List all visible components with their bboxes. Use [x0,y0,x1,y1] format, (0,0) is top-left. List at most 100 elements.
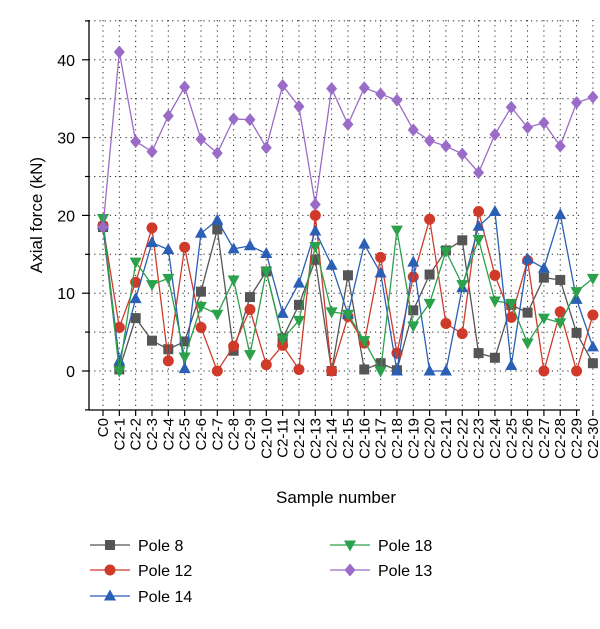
data-point-pole-14 [439,364,452,376]
x-tick-label: C2-4 [160,418,177,451]
x-tick-label: C2-7 [209,418,226,451]
y-tick-label: 10 [57,286,75,303]
data-point-pole-18 [374,366,387,378]
data-point-pole-12 [424,213,436,225]
x-tick-label: C2-2 [128,418,145,451]
data-point-pole-13 [587,90,599,104]
data-point-pole-12 [293,363,305,375]
data-point-pole-18 [309,242,322,254]
data-point-pole-14 [260,247,273,259]
data-point-pole-8 [522,307,533,318]
data-point-pole-14 [129,292,142,304]
y-tick-label: 0 [66,364,75,381]
data-point-pole-13 [162,109,174,123]
data-point-pole-18 [227,275,240,287]
data-point-pole-14 [586,340,599,352]
data-point-pole-12 [489,269,501,281]
data-point-pole-18 [554,318,567,330]
legend-marker [104,589,116,601]
data-point-pole-13 [244,113,256,127]
data-point-pole-12 [244,304,256,316]
x-tick-label: C2-26 [520,418,537,459]
y-axis-label: Axial force (kN) [27,157,46,273]
data-point-pole-8 [130,313,141,324]
data-point-pole-14 [145,236,158,248]
data-point-pole-8 [244,292,255,303]
data-point-pole-12 [440,318,452,330]
x-tick-label: C2-12 [291,418,308,459]
data-point-pole-8 [359,364,370,375]
data-point-pole-8 [293,299,304,310]
data-point-pole-13 [489,127,501,141]
data-point-pole-18 [162,273,175,285]
x-tick-label: C2-6 [193,418,210,451]
series-line-pole-8 [102,226,594,372]
data-point-pole-13 [407,123,419,137]
data-point-pole-12 [538,365,550,377]
series-layer [97,45,599,378]
data-point-pole-12 [309,209,321,221]
data-point-pole-8 [212,224,223,235]
data-point-pole-13 [309,198,321,212]
data-point-pole-14 [521,252,534,264]
x-tick-label: C2-1 [111,418,128,451]
data-point-pole-13 [473,166,485,180]
data-point-pole-13 [293,99,305,113]
x-tick-label: C2-22 [454,418,471,459]
data-point-pole-14 [162,243,175,255]
data-point-pole-18 [358,336,371,348]
legend-label: Pole 12 [138,563,192,580]
data-point-pole-14 [276,306,289,318]
data-point-pole-12 [326,365,338,377]
data-point-pole-13 [538,116,550,130]
data-point-pole-13 [571,96,583,110]
data-point-pole-18 [325,307,338,319]
data-point-pole-12 [473,206,485,218]
y-tick-label: 40 [57,53,75,70]
data-point-pole-14 [211,213,224,225]
legend: Pole 8 Pole 12 Pole 14 Pole 18 Pole 13 [90,538,432,606]
data-point-pole-12 [587,309,599,321]
data-point-pole-8 [375,358,386,369]
x-tick-label: C2-16 [356,418,373,459]
data-point-pole-14 [423,364,436,376]
legend-marker [344,563,356,577]
data-point-pole-18 [521,338,534,350]
data-point-pole-14 [358,237,371,249]
data-point-pole-13 [179,80,191,94]
x-tick-label: C0 [95,418,112,437]
data-point-pole-8 [489,352,500,363]
data-point-pole-18 [194,301,207,313]
data-point-pole-13 [424,134,436,148]
data-point-pole-18 [439,246,452,258]
legend-label: Pole 18 [378,538,432,555]
legend-marker [105,540,115,550]
data-point-pole-18 [341,309,354,321]
data-point-pole-12 [407,271,419,283]
data-point-pole-14 [178,362,191,374]
data-point-pole-8 [342,270,353,281]
data-point-pole-12 [195,321,207,333]
data-point-pole-14 [374,266,387,278]
legend-label: Pole 8 [138,538,183,555]
data-point-pole-14 [537,261,550,273]
data-point-pole-18 [537,313,550,325]
x-tick-label: C2-23 [471,418,488,459]
legend-item-pole-8: Pole 8 [90,538,183,555]
data-point-pole-14 [570,292,583,304]
data-point-pole-18 [145,280,158,292]
data-point-pole-18 [390,225,403,237]
x-tick-label: C2-20 [422,418,439,459]
legend-label: Pole 14 [138,589,192,606]
data-point-pole-18 [97,214,109,226]
data-point-pole-14 [292,276,305,288]
data-point-pole-18 [260,266,273,278]
data-point-pole-18 [456,280,469,292]
x-tick-label: C2-9 [242,418,259,451]
data-point-pole-14 [390,364,403,376]
data-point-pole-14 [113,354,126,366]
data-point-pole-14 [194,226,207,238]
data-point-pole-13 [113,45,125,59]
data-point-pole-12 [179,241,191,253]
